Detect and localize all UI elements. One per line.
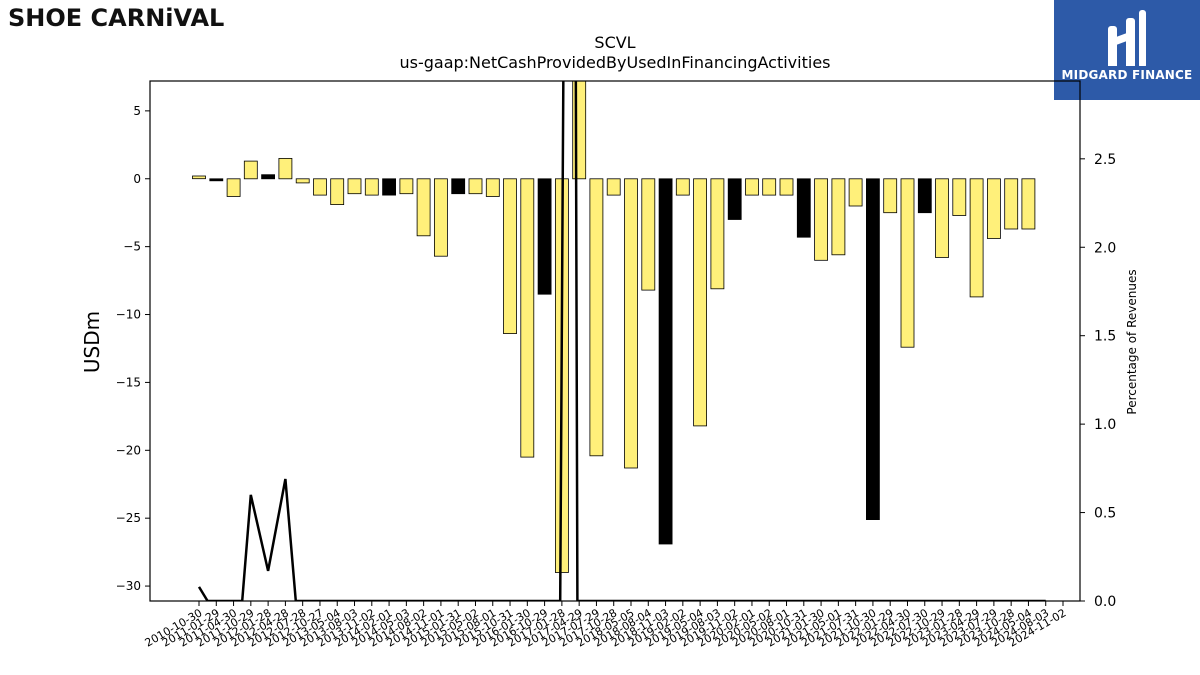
bar-2014-08-02 bbox=[416, 178, 431, 237]
bar-2023-10-28 bbox=[1004, 178, 1019, 230]
y-tick-label: −15 bbox=[116, 375, 141, 389]
bar-2016-10-29 bbox=[537, 178, 552, 295]
chart-title: SCVL bbox=[594, 33, 635, 52]
midgard-finance-logo: MIDGARD FINANCE bbox=[1054, 0, 1200, 100]
y2-tick-label: 0.0 bbox=[1094, 594, 1116, 610]
midgard-emblem-icon bbox=[1108, 10, 1146, 70]
bar-2018-05-05 bbox=[624, 178, 638, 469]
shoe-carnival-logo: SHOE CARNiVAL bbox=[8, 4, 224, 34]
bar-2013-11-02 bbox=[364, 178, 379, 196]
bar-2011-01-29 bbox=[209, 178, 224, 182]
y-tick-label: −25 bbox=[116, 511, 141, 525]
plot-frame bbox=[149, 80, 1081, 602]
y2-axis-label: Percentage of Revenues bbox=[1125, 269, 1139, 414]
bar-2012-07-28 bbox=[295, 178, 310, 184]
line-layer bbox=[197, 81, 1046, 601]
bar-2019-11-02 bbox=[727, 178, 742, 220]
bar-2018-11-03 bbox=[658, 178, 673, 545]
bar-2010-10-30 bbox=[192, 175, 206, 180]
y2-tick-label: 1.0 bbox=[1094, 417, 1116, 433]
bar-2018-08-04 bbox=[641, 178, 656, 291]
bar-2015-05-02 bbox=[468, 178, 483, 195]
bar-2024-05-04 bbox=[1021, 178, 1036, 230]
bar-2021-05-01 bbox=[831, 178, 846, 256]
bar-2011-10-29 bbox=[243, 160, 258, 180]
bar-2022-07-30 bbox=[917, 178, 932, 214]
bar-2014-05-03 bbox=[399, 178, 414, 195]
bar-2019-05-04 bbox=[693, 178, 707, 427]
y2-tick-label: 1.5 bbox=[1094, 329, 1116, 345]
y-tick-label: 0 bbox=[133, 172, 141, 186]
bar-2022-04-30 bbox=[900, 178, 915, 348]
shoe-carnival-logo-text: SHOE CARNiVAL bbox=[8, 4, 225, 32]
y-tick-label: −10 bbox=[116, 308, 141, 322]
y2-tick-label: 2.0 bbox=[1094, 240, 1116, 256]
y-tick-label: −5 bbox=[123, 240, 141, 254]
axes-layer: 50−5−10−15−20−25−300.00.51.01.52.02.5201… bbox=[116, 80, 1116, 650]
bar-2013-05-04 bbox=[330, 178, 345, 206]
bar-2023-04-29 bbox=[969, 178, 984, 298]
bar-2012-01-28 bbox=[261, 174, 276, 180]
bar-2019-08-03 bbox=[710, 178, 725, 290]
bar-2020-02-01 bbox=[745, 178, 759, 196]
bar-2020-08-01 bbox=[779, 178, 794, 196]
bar-2015-08-01 bbox=[485, 178, 500, 197]
revenue-percentage-line bbox=[197, 81, 1046, 601]
midgard-finance-text: MIDGARD FINANCE bbox=[1061, 68, 1193, 82]
bar-2020-10-31 bbox=[796, 178, 811, 238]
y-tick-label: 5 bbox=[133, 104, 141, 118]
bar-2021-07-31 bbox=[848, 178, 863, 207]
bar-2020-05-02 bbox=[762, 178, 777, 196]
bar-2014-02-01 bbox=[382, 178, 397, 196]
bar-2016-01-30 bbox=[520, 178, 535, 458]
bar-2015-01-31 bbox=[451, 178, 466, 195]
bar-2019-02-02 bbox=[675, 178, 690, 196]
bar-2013-08-03 bbox=[347, 178, 362, 195]
y2-tick-label: 0.5 bbox=[1094, 506, 1116, 522]
bar-2011-04-30 bbox=[226, 178, 241, 197]
y-tick-label: −20 bbox=[116, 443, 141, 457]
bar-2012-10-27 bbox=[313, 178, 327, 196]
bar-2015-10-31 bbox=[503, 178, 517, 335]
y-tick-label: −30 bbox=[116, 579, 141, 593]
bar-2022-01-29 bbox=[883, 178, 898, 214]
bar-2017-07-29 bbox=[589, 178, 604, 457]
bar-2012-04-28 bbox=[278, 157, 293, 180]
y-axis-label: USDm bbox=[80, 311, 104, 373]
bar-2021-01-30 bbox=[814, 178, 828, 261]
bar-2014-11-01 bbox=[433, 178, 448, 257]
chart-subtitle: us-gaap:NetCashProvidedByUsedInFinancing… bbox=[399, 53, 830, 72]
y2-tick-label: 2.5 bbox=[1094, 152, 1116, 168]
bar-2023-01-28 bbox=[952, 178, 967, 216]
bars-layer bbox=[192, 81, 1036, 573]
bar-2017-10-28 bbox=[606, 178, 621, 196]
bar-2022-10-29 bbox=[935, 178, 949, 258]
bar-2021-10-30 bbox=[866, 178, 880, 520]
bar-2023-07-29 bbox=[987, 178, 1001, 239]
